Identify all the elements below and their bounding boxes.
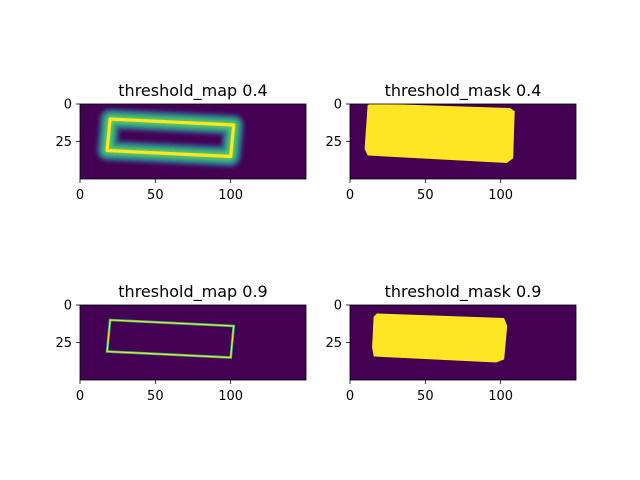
panel-3: threshold_map 0.9 0 50 100 0 25 [55, 282, 307, 404]
panel-1: threshold_map 0.4 0 50 100 0 25 [55, 81, 307, 203]
y-tick-label: 25 [55, 135, 72, 150]
panel-title: threshold_mask 0.4 [385, 81, 542, 101]
y-tick-label: 0 [64, 299, 72, 314]
x-tick-label: 50 [147, 188, 164, 203]
x-tick-label: 100 [218, 188, 243, 203]
x-tick-label: 50 [417, 389, 434, 404]
image-content [96, 108, 244, 167]
y-tick-label: 0 [334, 299, 342, 314]
image-background [80, 305, 306, 380]
image-content [364, 104, 515, 164]
x-tick-label: 0 [76, 389, 84, 404]
x-tick-label: 50 [417, 188, 434, 203]
x-tick-label: 50 [147, 389, 164, 404]
y-tick-label: 0 [334, 98, 342, 113]
x-tick-label: 0 [76, 188, 84, 203]
x-tick-label: 100 [218, 389, 243, 404]
image-content [372, 313, 508, 363]
x-tick-label: 100 [488, 188, 513, 203]
x-tick-label: 0 [346, 389, 354, 404]
image-content [105, 318, 236, 359]
x-tick-label: 0 [346, 188, 354, 203]
y-tick-label: 25 [55, 336, 72, 351]
threshold-outline [105, 117, 236, 159]
threshold-outline [106, 319, 235, 359]
x-tick-label: 100 [488, 389, 513, 404]
panel-title: threshold_map 0.4 [118, 81, 267, 101]
panel-title: threshold_map 0.9 [118, 282, 267, 302]
panel-2: threshold_mask 0.4 0 50 100 0 25 [325, 81, 577, 203]
mask-region [364, 104, 515, 164]
panel-title: threshold_mask 0.9 [385, 282, 542, 302]
y-tick-label: 25 [325, 336, 342, 351]
panel-4: threshold_mask 0.9 0 50 100 0 25 [325, 282, 577, 404]
y-tick-label: 0 [64, 98, 72, 113]
y-tick-label: 25 [325, 135, 342, 150]
mask-region [372, 313, 508, 363]
